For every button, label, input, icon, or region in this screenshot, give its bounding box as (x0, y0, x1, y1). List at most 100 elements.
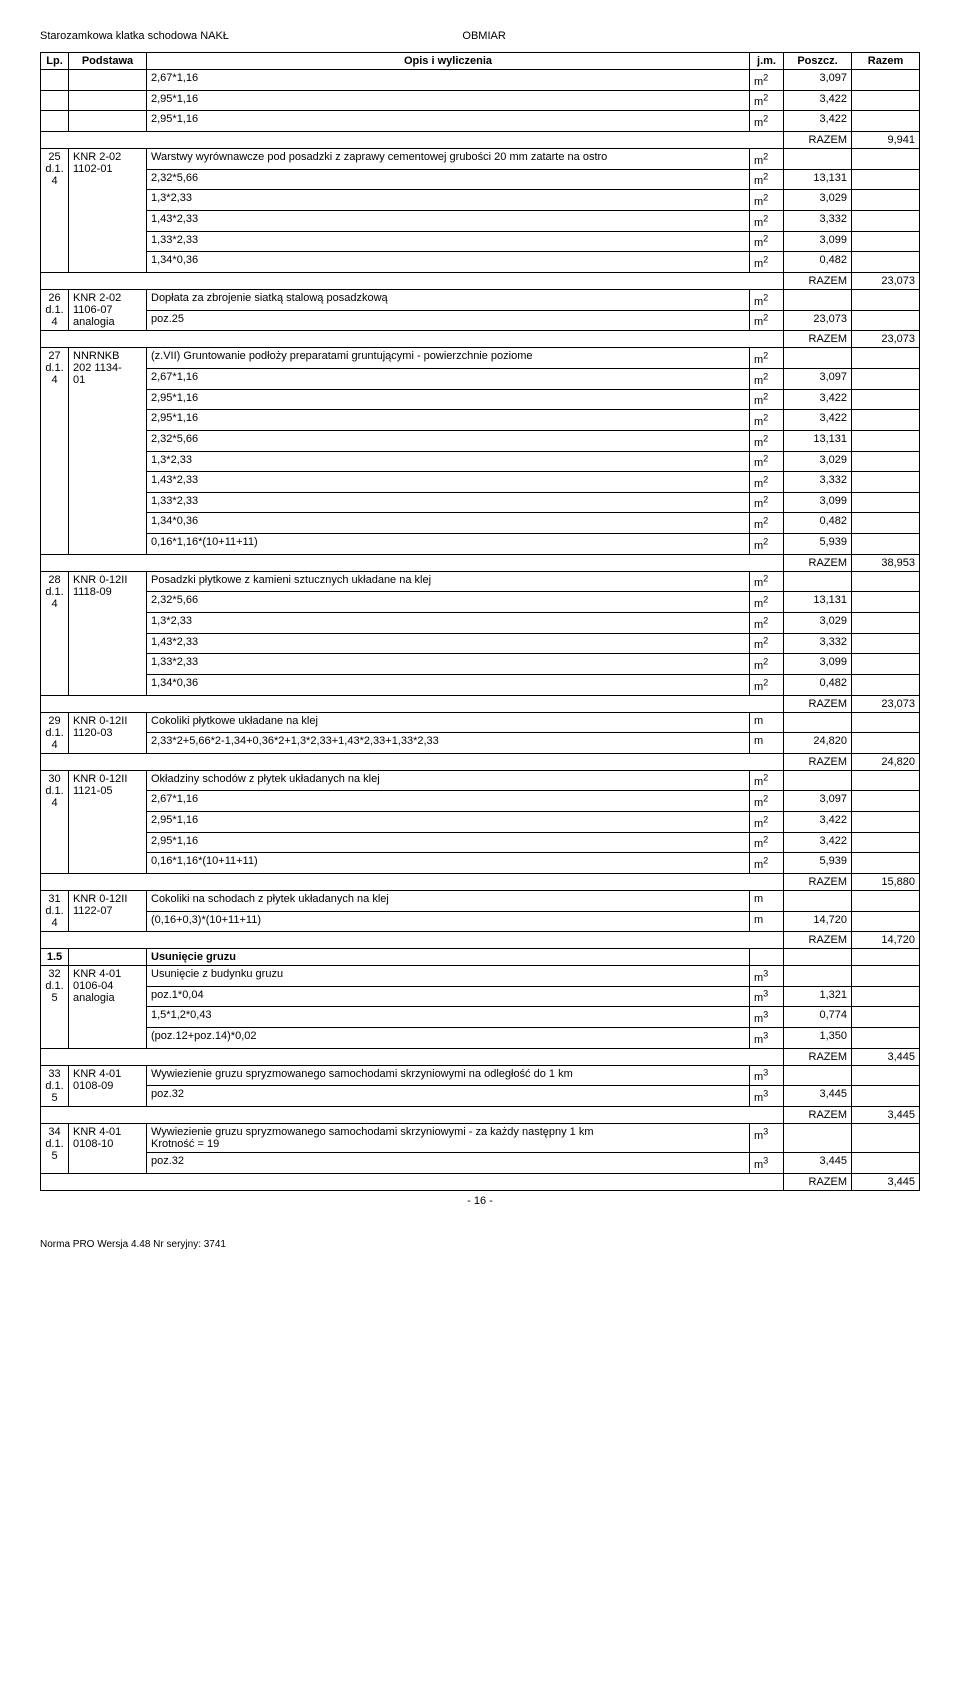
table-row: 31d.1.4KNR 0-12II1122-07Cokoliki na scho… (41, 891, 920, 912)
table-row: 1,43*2,33m23,332 (41, 633, 920, 654)
cell-podstawa: KNR 0-12II1122-07 (69, 891, 147, 932)
cell-poszcz: 23,073 (784, 310, 852, 331)
cell-poszcz: 14,720 (784, 911, 852, 932)
cell-jm: m3 (750, 1007, 784, 1028)
cell-jm: m3 (750, 1086, 784, 1107)
cell-opis: poz.32 (147, 1152, 750, 1173)
table-row: 25d.1.4KNR 2-021102-01Warstwy wyrównawcz… (41, 148, 920, 169)
razem-label: RAZEM (784, 554, 852, 571)
table-header-row: Lp. Podstawa Opis i wyliczenia j.m. Posz… (41, 53, 920, 70)
cell-poszcz: 13,131 (784, 430, 852, 451)
cell-razem (852, 812, 920, 833)
cell-lp: 33d.1.5 (41, 1065, 69, 1106)
cell-poszcz: 24,820 (784, 733, 852, 754)
cell-opis: 1,34*0,36 (147, 513, 750, 534)
razem-row: RAZEM24,820 (41, 753, 920, 770)
cell-razem (852, 733, 920, 754)
cell-empty (41, 554, 784, 571)
cell-opis: 0,16*1,16*(10+11+11) (147, 534, 750, 555)
cell-jm: m2 (750, 633, 784, 654)
cell-razem (852, 1027, 920, 1048)
cell-jm: m3 (750, 1123, 784, 1152)
table-row: 1,3*2,33m23,029 (41, 451, 920, 472)
table-row: 1,34*0,36m20,482 (41, 513, 920, 534)
cell-opis: Okładziny schodów z płytek układanych na… (147, 770, 750, 791)
cell-poszcz: 3,099 (784, 492, 852, 513)
cell-jm: m2 (750, 368, 784, 389)
cell-jm: m2 (750, 832, 784, 853)
cell-jm: m (750, 712, 784, 733)
table-row: 34d.1.5KNR 4-010108-10Wywiezienie gruzu … (41, 1123, 920, 1152)
cell-jm: m2 (750, 791, 784, 812)
table-row: 2,67*1,16m23,097 (41, 791, 920, 812)
cell-razem (852, 252, 920, 273)
cell-razem (852, 310, 920, 331)
cell-razem (852, 289, 920, 310)
cell-opis: poz.25 (147, 310, 750, 331)
cell-opis: Wywiezienie gruzu spryzmowanego samochod… (147, 1123, 750, 1152)
cell-poszcz: 3,099 (784, 654, 852, 675)
cell-razem (852, 231, 920, 252)
cell-poszcz (784, 891, 852, 912)
cell-lp: 29d.1.4 (41, 712, 69, 753)
razem-value: 24,820 (852, 753, 920, 770)
cell-poszcz: 0,774 (784, 1007, 852, 1028)
cell-razem (852, 410, 920, 431)
cell-poszcz (784, 348, 852, 369)
cell-razem (852, 891, 920, 912)
cell-razem (852, 111, 920, 132)
cell-razem (852, 654, 920, 675)
cell-poszcz (784, 966, 852, 987)
cell-razem (852, 949, 920, 966)
razem-label: RAZEM (784, 1106, 852, 1123)
cell-lp: 27d.1.4 (41, 348, 69, 555)
razem-row: RAZEM3,445 (41, 1048, 920, 1065)
razem-value: 23,073 (852, 331, 920, 348)
table-row: 1,43*2,33m23,332 (41, 472, 920, 493)
cell-jm: m2 (750, 190, 784, 211)
cell-lp: 31d.1.4 (41, 891, 69, 932)
cell-opis: 1,34*0,36 (147, 252, 750, 273)
cell-lp: 30d.1.4 (41, 770, 69, 873)
col-podstawa: Podstawa (69, 53, 147, 70)
cell-razem (852, 348, 920, 369)
table-row: 29d.1.4KNR 0-12II1120-03Cokoliki płytkow… (41, 712, 920, 733)
cell-opis: 1,3*2,33 (147, 190, 750, 211)
razem-row: RAZEM38,953 (41, 554, 920, 571)
cell-poszcz: 5,939 (784, 534, 852, 555)
cell-podstawa: KNR 0-12II1120-03 (69, 712, 147, 753)
cell-opis: Wywiezienie gruzu spryzmowanego samochod… (147, 1065, 750, 1086)
cell-poszcz: 3,097 (784, 70, 852, 91)
razem-label: RAZEM (784, 1048, 852, 1065)
cell-podstawa (69, 70, 147, 91)
table-row: (poz.12+poz.14)*0,02m31,350 (41, 1027, 920, 1048)
table-row: 2,33*2+5,66*2-1,34+0,36*2+1,3*2,33+1,43*… (41, 733, 920, 754)
cell-opis: 2,95*1,16 (147, 111, 750, 132)
table-row: poz.32m33,445 (41, 1152, 920, 1173)
cell-opis: 2,32*5,66 (147, 592, 750, 613)
cell-jm: m2 (750, 389, 784, 410)
table-row: 1,3*2,33m23,029 (41, 613, 920, 634)
cell-opis: 2,95*1,16 (147, 389, 750, 410)
cell-razem (852, 712, 920, 733)
razem-row: RAZEM23,073 (41, 331, 920, 348)
cell-jm: m2 (750, 210, 784, 231)
table-row: 2,67*1,16m23,097 (41, 70, 920, 91)
razem-value: 3,445 (852, 1048, 920, 1065)
cell-lp: 34d.1.5 (41, 1123, 69, 1173)
cell-jm: m2 (750, 169, 784, 190)
cell-razem (852, 389, 920, 410)
cell-poszcz: 0,482 (784, 513, 852, 534)
cell-jm: m2 (750, 90, 784, 111)
cell-podstawa: KNR 2-021106-07analogia (69, 289, 147, 330)
cell-razem (852, 1086, 920, 1107)
section-row: 1.5Usunięcie gruzu (41, 949, 920, 966)
cell-opis: 1,43*2,33 (147, 633, 750, 654)
cell-jm: m2 (750, 534, 784, 555)
cell-opis: 2,32*5,66 (147, 430, 750, 451)
cell-jm: m2 (750, 492, 784, 513)
cell-empty (41, 753, 784, 770)
cell-razem (852, 770, 920, 791)
cell-poszcz: 3,422 (784, 832, 852, 853)
cell-empty (41, 695, 784, 712)
